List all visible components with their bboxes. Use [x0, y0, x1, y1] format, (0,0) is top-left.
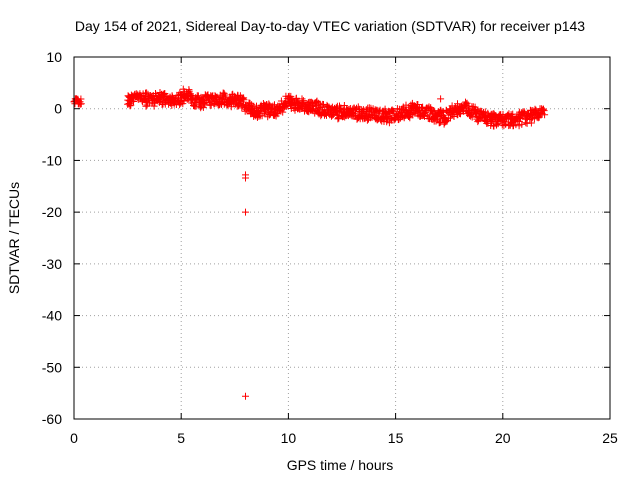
x-axis-title: GPS time / hours [287, 457, 394, 473]
data-point [468, 113, 476, 121]
data-point [509, 110, 517, 118]
y-tick-label: 10 [46, 49, 62, 65]
y-tick-label: 0 [54, 101, 62, 117]
outlier-point [179, 85, 187, 93]
data-point [143, 89, 151, 97]
outlier-point [437, 95, 445, 103]
x-tick-label: 25 [602, 430, 618, 446]
data-point [220, 89, 228, 97]
outlier-point [242, 392, 249, 400]
x-tick-label: 10 [281, 430, 297, 446]
y-tick-label: -50 [42, 359, 62, 375]
y-axis-title: SDTVAR / TECUs [6, 182, 22, 294]
y-tick-labels: 10 0 -10 -20 -30 -40 -50 -60 [42, 49, 62, 427]
data-points [70, 85, 549, 400]
x-tick-label: 5 [177, 430, 185, 446]
x-tick-label: 15 [388, 430, 404, 446]
data-point [340, 102, 348, 109]
data-point [527, 119, 535, 127]
data-point [541, 111, 549, 119]
y-tick-label: -10 [42, 152, 62, 168]
outlier-point [413, 101, 421, 109]
data-point [518, 120, 526, 128]
data-point [292, 94, 300, 102]
x-tick-label: 0 [70, 430, 78, 446]
y-tick-label: -40 [42, 308, 62, 324]
data-point [467, 112, 475, 120]
data-point [422, 108, 430, 116]
data-point [430, 107, 438, 115]
y-tick-label: -20 [42, 204, 62, 220]
data-point [320, 101, 327, 108]
outlier-point [242, 208, 249, 216]
outlier-point [242, 174, 249, 182]
y-tick-label: -60 [42, 411, 62, 427]
chart-title: Day 154 of 2021, Sidereal Day-to-day VTE… [75, 18, 585, 34]
data-point [540, 105, 547, 113]
x-tick-label: 20 [495, 430, 511, 446]
y-tick-label: -30 [42, 256, 62, 272]
outlier-point [74, 96, 82, 104]
data-point [239, 95, 247, 103]
outlier-point [284, 93, 292, 101]
plot-frame [73, 56, 611, 420]
data-point [240, 96, 248, 104]
data-point [176, 101, 184, 109]
data-point [77, 100, 85, 108]
data-point [323, 111, 330, 119]
data-point [246, 99, 254, 107]
data-point [502, 120, 510, 128]
data-point [150, 102, 158, 110]
data-point [494, 120, 502, 128]
x-tick-labels: 0 5 10 15 20 25 [70, 430, 618, 446]
